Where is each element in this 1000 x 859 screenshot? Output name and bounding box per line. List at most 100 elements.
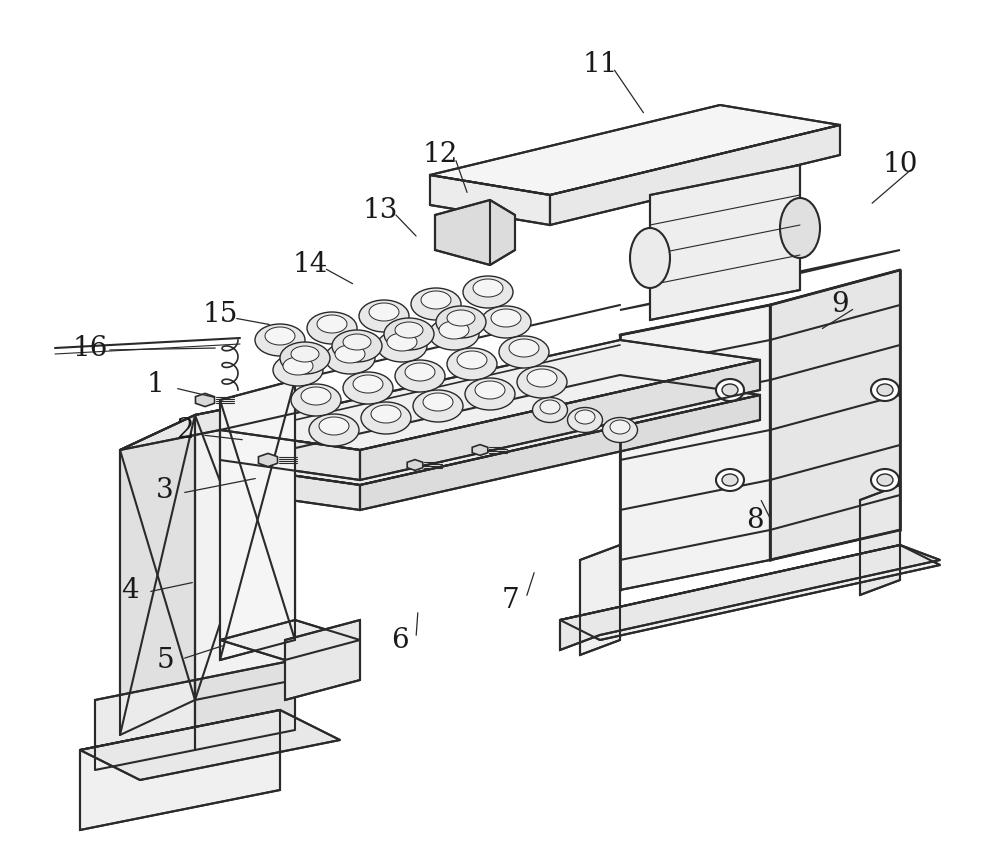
Ellipse shape: [540, 400, 560, 414]
Ellipse shape: [491, 309, 521, 327]
Ellipse shape: [325, 342, 375, 374]
Ellipse shape: [499, 336, 549, 368]
Ellipse shape: [309, 414, 359, 446]
Polygon shape: [360, 395, 760, 510]
Ellipse shape: [343, 372, 393, 404]
Text: 10: 10: [882, 151, 918, 179]
Polygon shape: [360, 360, 760, 480]
Ellipse shape: [343, 334, 371, 350]
Polygon shape: [195, 393, 215, 406]
Polygon shape: [580, 545, 620, 655]
Ellipse shape: [439, 321, 469, 339]
Polygon shape: [620, 305, 770, 590]
Ellipse shape: [369, 303, 399, 321]
Polygon shape: [220, 430, 360, 480]
Ellipse shape: [429, 318, 479, 350]
Ellipse shape: [377, 330, 427, 362]
Polygon shape: [860, 485, 900, 595]
Ellipse shape: [780, 198, 820, 258]
Ellipse shape: [265, 327, 295, 345]
Polygon shape: [550, 125, 840, 225]
Polygon shape: [220, 375, 760, 485]
Ellipse shape: [405, 363, 435, 381]
Polygon shape: [407, 460, 423, 471]
Ellipse shape: [371, 405, 401, 423]
Ellipse shape: [436, 306, 486, 338]
Ellipse shape: [384, 318, 434, 350]
Polygon shape: [195, 395, 295, 700]
Ellipse shape: [509, 339, 539, 357]
Ellipse shape: [871, 379, 899, 401]
Ellipse shape: [447, 348, 497, 380]
Text: 13: 13: [362, 197, 398, 223]
Polygon shape: [195, 660, 295, 750]
Text: 14: 14: [292, 252, 328, 278]
Text: 12: 12: [422, 142, 458, 168]
Ellipse shape: [421, 291, 451, 309]
Ellipse shape: [255, 324, 305, 356]
Polygon shape: [560, 545, 940, 650]
Polygon shape: [650, 165, 800, 320]
Polygon shape: [95, 680, 195, 770]
Ellipse shape: [387, 333, 417, 351]
Ellipse shape: [291, 346, 319, 362]
Ellipse shape: [280, 342, 330, 374]
Polygon shape: [220, 620, 360, 660]
Ellipse shape: [575, 410, 595, 424]
Ellipse shape: [610, 420, 630, 434]
Polygon shape: [770, 270, 900, 560]
Text: 6: 6: [391, 626, 409, 654]
Ellipse shape: [353, 375, 383, 393]
Ellipse shape: [517, 366, 567, 398]
Ellipse shape: [475, 381, 505, 399]
Text: 8: 8: [746, 507, 764, 533]
Ellipse shape: [877, 384, 893, 396]
Ellipse shape: [332, 330, 382, 362]
Ellipse shape: [722, 384, 738, 396]
Text: 11: 11: [582, 52, 618, 78]
Polygon shape: [285, 620, 360, 700]
Polygon shape: [620, 250, 900, 310]
Ellipse shape: [359, 300, 409, 332]
Ellipse shape: [395, 360, 445, 392]
Polygon shape: [220, 465, 360, 510]
Ellipse shape: [602, 417, 638, 442]
Ellipse shape: [447, 310, 475, 326]
Ellipse shape: [877, 474, 893, 486]
Polygon shape: [560, 545, 940, 640]
Polygon shape: [472, 445, 488, 455]
Text: 7: 7: [501, 587, 519, 613]
Ellipse shape: [532, 398, 568, 423]
Text: 15: 15: [202, 302, 238, 328]
Text: 3: 3: [156, 477, 174, 503]
Polygon shape: [430, 175, 550, 225]
Ellipse shape: [716, 469, 744, 491]
Text: 1: 1: [146, 371, 164, 399]
Ellipse shape: [716, 379, 744, 401]
Ellipse shape: [568, 407, 602, 432]
Ellipse shape: [527, 369, 557, 387]
Ellipse shape: [871, 469, 899, 491]
Text: 5: 5: [156, 647, 174, 673]
Ellipse shape: [463, 276, 513, 308]
Polygon shape: [220, 340, 760, 450]
Polygon shape: [80, 710, 280, 830]
Polygon shape: [120, 395, 295, 450]
Ellipse shape: [283, 357, 313, 375]
Ellipse shape: [473, 279, 503, 297]
Ellipse shape: [301, 387, 331, 405]
Polygon shape: [120, 415, 195, 735]
Ellipse shape: [722, 474, 738, 486]
Polygon shape: [435, 200, 515, 265]
Ellipse shape: [457, 351, 487, 369]
Ellipse shape: [335, 345, 365, 363]
Polygon shape: [220, 380, 295, 660]
Ellipse shape: [630, 228, 670, 288]
Polygon shape: [80, 710, 340, 780]
Ellipse shape: [411, 288, 461, 320]
Ellipse shape: [481, 306, 531, 338]
Ellipse shape: [395, 322, 423, 338]
Polygon shape: [258, 454, 278, 466]
Ellipse shape: [273, 354, 323, 386]
Ellipse shape: [423, 393, 453, 411]
